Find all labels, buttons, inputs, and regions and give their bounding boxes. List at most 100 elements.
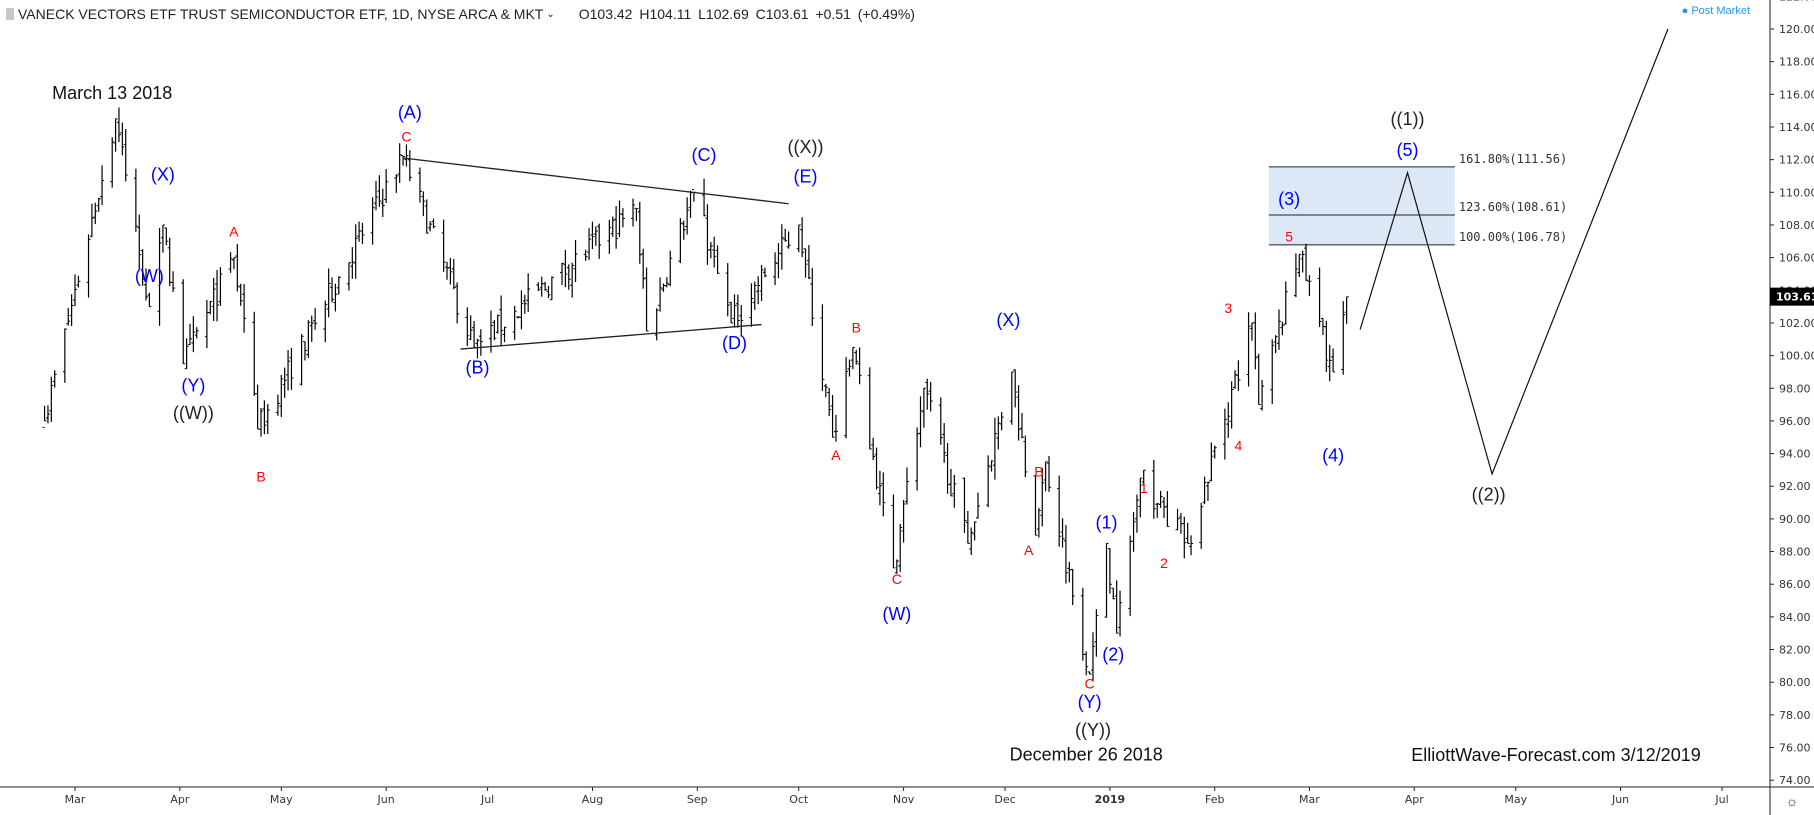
ohlc-bar <box>806 245 811 280</box>
ohlc-bar <box>773 252 778 286</box>
ohlc-bar <box>664 277 669 288</box>
ohlc-bar <box>1327 344 1332 382</box>
ohlc-bar <box>184 338 189 370</box>
wave-label: A <box>229 223 239 239</box>
x-tick-label: Nov <box>893 793 915 806</box>
ohlc-bar <box>488 310 493 353</box>
ohlc-bar <box>164 227 169 246</box>
ohlc-bar <box>658 277 663 312</box>
ohlc-bar <box>1226 402 1231 438</box>
ohlc-bar <box>208 301 213 315</box>
ohlc-bar <box>1205 481 1210 501</box>
chevron-down-icon[interactable]: ⌄ <box>546 8 555 20</box>
wave-label: ((Y)) <box>1075 720 1111 740</box>
ohlc-bar <box>641 248 646 289</box>
post-market-label: Post Market <box>1691 5 1750 17</box>
ohlc-bar <box>330 277 335 303</box>
ohlc-bar <box>1324 321 1329 372</box>
ohlc-bar <box>350 247 355 279</box>
wave-label: (Y) <box>181 375 205 395</box>
ohlc-bar <box>634 207 639 222</box>
ohlc-bar <box>1158 490 1163 508</box>
ohlc-bar <box>786 231 791 249</box>
x-tick-label: Feb <box>1205 793 1224 806</box>
wave-label: A <box>831 447 841 463</box>
ohlc-bar <box>891 494 896 569</box>
y-tick-label: 84.00 <box>1779 611 1811 624</box>
wave-label: (X) <box>151 165 175 185</box>
ohlc-bar <box>1155 503 1160 518</box>
ohlc-bar <box>708 241 713 259</box>
ohlc-bar <box>1182 516 1187 559</box>
x-tick-label: Oct <box>789 793 809 806</box>
ohlc-bar <box>495 314 500 334</box>
ohlc-bar <box>1233 370 1238 389</box>
ohlc-bar <box>965 510 970 544</box>
wave-label: 3 <box>1224 300 1232 316</box>
ohlc-bar <box>1118 590 1123 637</box>
ohlc-bar <box>252 311 257 396</box>
ohlc-bar <box>783 228 788 242</box>
ohlc-bar <box>654 308 659 341</box>
ohlc-bar <box>326 268 331 318</box>
y-tick-label: 118.00 <box>1779 56 1814 69</box>
ohlc-bar <box>302 341 307 361</box>
wave-label: (2) <box>1102 645 1124 665</box>
symbol-title[interactable]: VANECK VECTORS ETF TRUST SEMICONDUCTOR E… <box>18 6 544 22</box>
ohlc-bar <box>678 218 683 264</box>
ohlc-bar <box>948 468 953 497</box>
ohlc-bar <box>394 174 399 193</box>
wave-label: (5) <box>1397 140 1419 160</box>
ohlc-bar <box>1212 445 1217 459</box>
wave-label: C <box>892 571 902 587</box>
wave-label: A <box>1024 542 1034 558</box>
ohlc-bar <box>93 202 98 225</box>
ohlc-bar <box>857 347 862 385</box>
wave-label: (X) <box>996 310 1020 330</box>
ohlc-bar <box>1260 379 1265 411</box>
ohlc-bar <box>228 252 233 273</box>
wave-label: ((1)) <box>1391 109 1425 129</box>
ohlc-bar <box>116 107 121 143</box>
ohlc-bar <box>918 396 923 448</box>
y-tick-label: 120.00 <box>1779 23 1814 36</box>
fib-level-label: 161.80%(111.56) <box>1459 152 1567 166</box>
ohlc-bar <box>512 305 517 340</box>
ohlc-bar <box>42 405 47 428</box>
ohlc-bar <box>803 248 808 278</box>
ohlc-bar <box>181 279 186 365</box>
x-tick-label: Aug <box>582 793 603 806</box>
post-market-indicator: ● Post Market <box>1682 5 1750 17</box>
ohlc-bar <box>431 218 436 229</box>
ohlc-bar <box>1165 491 1170 527</box>
ohlc-bar <box>377 175 382 207</box>
ohlc-values: O103.42 H104.11 L102.69 C103.61 +0.51 (+… <box>578 6 915 22</box>
wave-label: ((W)) <box>173 403 214 423</box>
x-tick-label: Dec <box>994 793 1015 806</box>
ohlc-bar <box>725 263 730 317</box>
wave-label: 1 <box>1140 480 1148 496</box>
ohlc-bar <box>502 326 507 343</box>
y-tick-label: 94.00 <box>1779 448 1811 461</box>
wave-label: ((2)) <box>1472 485 1506 505</box>
ohlc-bar <box>360 222 365 245</box>
ohlc-bar <box>762 267 767 278</box>
wave-label: (1) <box>1096 512 1118 532</box>
ohlc-bar <box>1111 587 1116 600</box>
ohlc-bar <box>265 403 270 435</box>
ohlc-bar <box>1185 522 1190 544</box>
ohlc-bar <box>1104 542 1109 618</box>
ohlc-bar <box>478 329 483 356</box>
gear-icon[interactable]: ☼ <box>1786 793 1799 809</box>
ohlc-bar <box>397 143 402 183</box>
ohlc-bar <box>999 412 1004 431</box>
ohlc-bar <box>833 414 838 442</box>
y-tick-label: 102.00 <box>1779 317 1814 330</box>
y-tick-label: 78.00 <box>1779 709 1811 722</box>
wave-label: B <box>1034 463 1043 479</box>
ohlc-bar <box>749 283 754 327</box>
ohlc-bar <box>1067 561 1072 583</box>
x-tick-label: Jul <box>1714 793 1728 806</box>
y-tick-label: 96.00 <box>1779 415 1811 428</box>
